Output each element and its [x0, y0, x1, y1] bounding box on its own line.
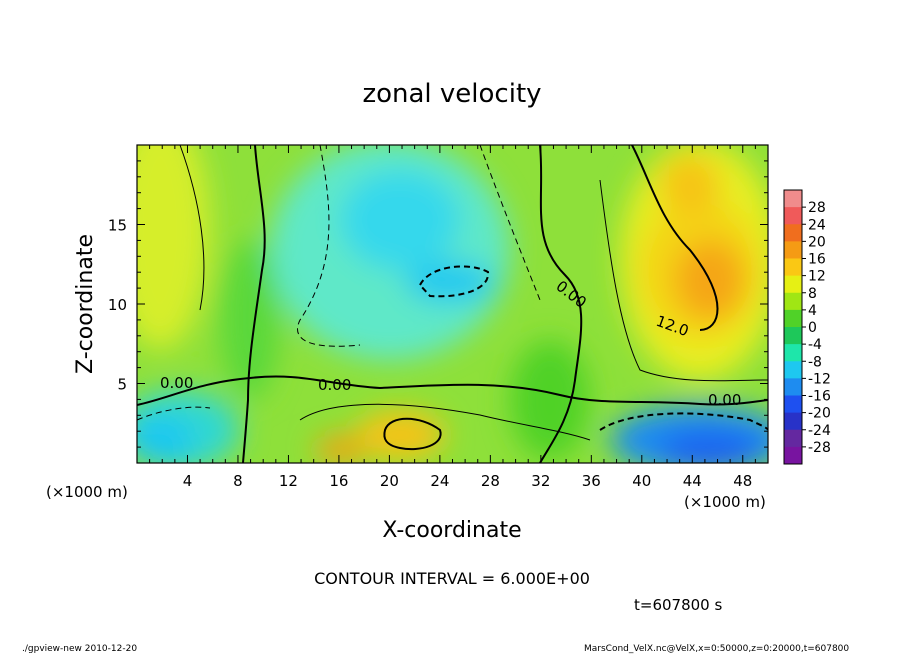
colorbar-label: -12	[808, 371, 831, 387]
y-tick-label: 10	[108, 296, 127, 314]
x-tick-label: 12	[279, 472, 298, 490]
x-axis-label: X-coordinate	[382, 518, 521, 543]
colorbar-label: -20	[808, 406, 831, 422]
colorbar-label: -28	[808, 440, 831, 456]
contour-label: 0.00	[708, 391, 741, 409]
colorbar-swatch	[784, 241, 802, 259]
colorbar-label: 20	[808, 234, 826, 250]
x-unit-right: (×1000 m)	[684, 493, 766, 511]
colorbar-swatch	[784, 309, 802, 328]
colorbar-label: -8	[808, 354, 822, 370]
x-tick-label: 16	[329, 472, 348, 490]
colorbar-swatch	[784, 224, 802, 242]
time-text: t=607800 s	[634, 596, 722, 614]
colorbar-swatch	[784, 429, 802, 448]
x-unit-left: (×1000 m)	[46, 483, 128, 501]
x-tick-label: 20	[380, 472, 399, 490]
x-tick-label: 4	[183, 472, 193, 490]
x-tick-label: 36	[582, 472, 601, 490]
x-tick-label: 44	[683, 472, 702, 490]
colorbar-swatch	[784, 292, 802, 311]
footer-left: ./gpview-new 2010-12-20	[22, 644, 137, 654]
colorbar-swatch	[784, 190, 802, 208]
x-tick-label: 48	[733, 472, 752, 490]
colorbar-label: 8	[808, 286, 817, 302]
colorbar-label: 4	[808, 303, 817, 319]
y-axis-label: Z-coordinate	[73, 234, 98, 374]
colorbar-label: -4	[808, 337, 822, 353]
colorbar-label: 28	[808, 200, 826, 216]
colorbar-swatch	[784, 395, 802, 414]
x-tick-label: 8	[233, 472, 243, 490]
chart-title: zonal velocity	[362, 79, 541, 109]
colorbar-swatch	[784, 446, 802, 465]
x-tick-label: 32	[531, 472, 550, 490]
heatmap-field	[137, 145, 768, 463]
contour-label: 0.00	[318, 376, 351, 394]
x-tick-label: 24	[430, 472, 449, 490]
colorbar-label: -24	[808, 423, 831, 439]
footer-right: MarsCond_VelX.nc@VelX,x=0:50000,z=0:2000…	[584, 644, 849, 654]
y-tick-label: 5	[117, 376, 127, 394]
colorbar-swatch	[784, 258, 802, 277]
colorbar-label: 24	[808, 217, 826, 233]
x-tick-label: 28	[481, 472, 500, 490]
colorbar-swatch	[784, 207, 802, 225]
colorbar-swatch	[784, 275, 802, 294]
colorbar-swatch	[784, 361, 802, 379]
contour-label: 0.00	[160, 374, 193, 392]
x-tick-label: 40	[632, 472, 651, 490]
colorbar-label: 12	[808, 269, 826, 285]
contour-interval-text: CONTOUR INTERVAL = 6.000E+00	[314, 569, 590, 588]
colorbar-swatch	[784, 378, 802, 396]
colorbar-swatch	[784, 412, 802, 431]
y-ticks: 5 10 15	[108, 160, 768, 448]
colorbar-swatch	[784, 327, 802, 345]
x-ticks: 4 8 12 16 20 24 28 32 36 40 44 48	[149, 145, 756, 490]
colorbar-label: 16	[808, 252, 826, 268]
colorbar-swatch	[784, 344, 802, 362]
colorbar-label: 0	[808, 320, 817, 336]
colorbar-label: -16	[808, 389, 831, 405]
y-tick-label: 15	[108, 217, 127, 235]
